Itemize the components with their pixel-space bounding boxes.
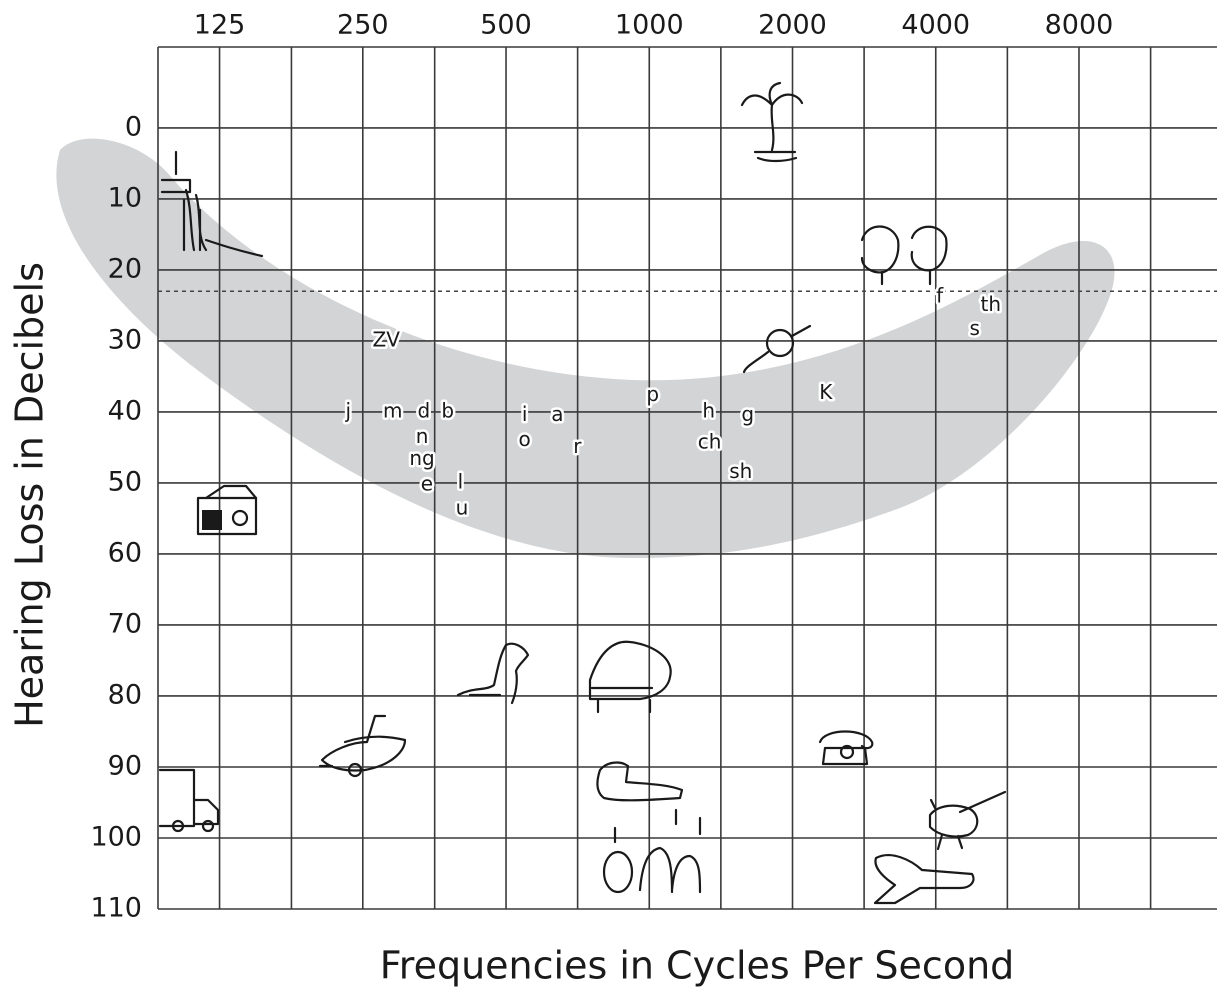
icon-faucet <box>160 150 264 258</box>
phoneme-label: j <box>344 398 351 422</box>
y-tick-label: 0 <box>125 111 142 142</box>
phoneme-label: n <box>416 424 429 448</box>
y-tick-label: 110 <box>90 893 142 924</box>
icon-chainsaw <box>596 761 684 802</box>
x-axis-title: Frequencies in Cycles Per Second <box>380 944 1015 988</box>
x-tick-label: 250 <box>337 10 389 41</box>
y-tick-label: 100 <box>90 821 142 852</box>
phoneme-label: b <box>441 398 454 422</box>
icon-telephone <box>818 730 874 766</box>
icon-palm-tree <box>740 81 804 163</box>
phoneme-label: u <box>456 496 469 520</box>
y-tick-label: 50 <box>108 466 142 497</box>
y-tick-label: 40 <box>108 395 142 426</box>
phoneme-label: p <box>646 382 659 406</box>
x-tick-label: 4000 <box>901 10 970 41</box>
y-tick-label: 60 <box>108 537 142 568</box>
phoneme-label: r <box>573 434 582 458</box>
y-tick-label: 80 <box>108 679 142 710</box>
phoneme-label: s <box>970 316 980 340</box>
x-tick-label: 2000 <box>758 10 827 41</box>
y-axis-title: Hearing Loss in Decibels <box>8 262 52 728</box>
phoneme-label: e <box>421 472 433 496</box>
phoneme-label: ch <box>698 430 722 454</box>
icon-radio <box>196 484 258 536</box>
icon-lawnmower <box>318 714 407 778</box>
icon-watch <box>742 324 812 374</box>
y-tick-label: 30 <box>108 324 142 355</box>
icon-helicopter <box>928 790 1007 851</box>
phoneme-label: m <box>383 398 402 422</box>
icon-dog <box>456 642 530 705</box>
speech-banana <box>56 138 1115 558</box>
phoneme-label: h <box>702 398 715 422</box>
icon-truck <box>158 768 220 833</box>
phoneme-label: ZV <box>373 327 401 351</box>
icon-piano <box>588 640 672 714</box>
icon-faces <box>860 225 948 286</box>
phoneme-label: l <box>458 469 464 493</box>
phoneme-label: K <box>819 380 833 404</box>
y-tick-label: 90 <box>108 750 142 781</box>
phoneme-label: th <box>980 292 1001 316</box>
plot: 0 10 20 30 40 50 60 70 80 90 100 110 125 250 500 1000 20… <box>90 10 1113 924</box>
y-tick-label: 20 <box>108 253 142 284</box>
x-tick-label: 1000 <box>615 10 684 41</box>
phoneme-label: a <box>551 402 563 426</box>
y-tick-label: 70 <box>108 608 142 639</box>
y-tick-label: 10 <box>108 182 142 213</box>
x-tick-label: 8000 <box>1045 10 1114 41</box>
phoneme-label: i <box>522 402 528 426</box>
phoneme-label: g <box>741 402 754 426</box>
sound-icons <box>158 81 1007 905</box>
phoneme-label: ng <box>409 446 434 470</box>
phoneme-label: d <box>418 398 431 422</box>
phoneme-label: f <box>936 283 944 307</box>
phoneme-label: sh <box>729 459 752 483</box>
x-tick-label: 125 <box>194 10 246 41</box>
phoneme-label: o <box>518 427 530 451</box>
icon-band <box>602 808 702 894</box>
x-tick-label: 500 <box>480 10 532 41</box>
icon-airplane <box>873 853 975 905</box>
